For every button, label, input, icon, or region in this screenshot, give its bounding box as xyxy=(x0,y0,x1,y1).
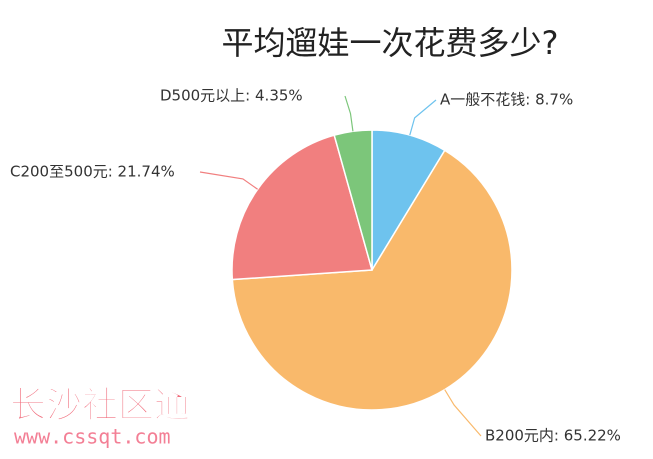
pie-slice xyxy=(231,149,513,411)
leader-line xyxy=(409,99,437,136)
chart-title: 平均遛娃一次花费多少? xyxy=(222,24,559,62)
pie-slice xyxy=(231,134,373,281)
watermark-url: www.cssqt.com xyxy=(14,425,171,449)
data-label: A一般不花钱: 8.7% xyxy=(440,91,573,109)
data-label: B200元内: 65.22% xyxy=(485,427,621,445)
leader-line xyxy=(199,171,258,190)
pie-slice xyxy=(333,129,373,271)
data-label: C200至500元: 21.74% xyxy=(10,163,175,181)
data-label: D500元以上: 4.35% xyxy=(160,87,303,105)
leader-line xyxy=(344,95,354,132)
watermark-name: 长沙社区通 xyxy=(10,385,190,426)
leader-line xyxy=(444,389,482,437)
